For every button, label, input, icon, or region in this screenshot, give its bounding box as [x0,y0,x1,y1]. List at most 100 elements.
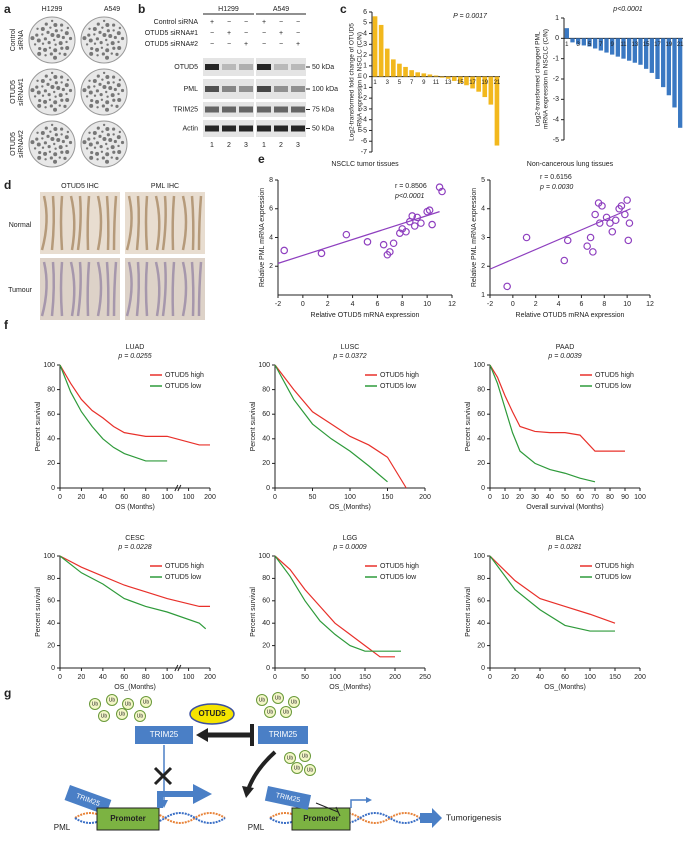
bar [470,76,475,89]
ub-label: Ub [125,701,132,707]
colony [33,95,37,98]
colony [64,135,69,140]
tissue [40,195,48,251]
colony [93,85,96,88]
trim25-box [135,726,193,744]
y-tick-label: 40 [262,620,270,627]
bar [678,38,683,128]
colony [40,79,45,84]
inhibition-line [315,802,339,813]
tissue [197,261,203,317]
tissue [112,261,118,317]
colony [53,100,58,105]
band [205,64,219,70]
ub-tag [122,698,134,710]
colony [112,133,115,136]
colony [106,81,110,85]
x-tick-label: 15 [457,80,464,86]
y-tick-label: -1 [553,56,559,63]
point [503,282,511,291]
y-tick-label: -4 [553,117,559,124]
x-tick-label: 80 [142,674,150,681]
y-tick-label: 0 [481,485,485,492]
colony [102,19,106,23]
trim25-tilted: TRIM25 [264,786,312,810]
legend-label: OTUD5 low [595,383,632,390]
colony [53,55,58,60]
colony [117,92,120,96]
ub-label: Ub [109,697,116,703]
legend-label: OTUD5 low [595,574,632,581]
x-tick-label: 10 [423,301,431,308]
point [386,248,394,256]
y-axis-label: Relative PML mRNA expression [259,188,266,287]
y-tick-label: 40 [47,620,55,627]
colony [98,30,102,34]
colony [64,83,69,88]
y-tick-label: 6 [269,206,273,213]
colony [44,22,48,26]
axis-break [174,664,182,672]
blot [256,79,306,99]
colony [36,90,41,95]
colony [36,79,39,82]
y-tick-label: 80 [477,386,485,393]
x-tick-label: 4 [557,301,561,308]
bar [378,24,384,77]
point [563,236,572,245]
ub-label: Ub [287,755,294,761]
bar [427,74,433,77]
tissue [105,261,110,317]
survival-curve [274,555,401,652]
y-tick-label: -1 [361,84,367,91]
x-tick-label: 100 [344,494,356,501]
x-tick-label: 8 [400,301,404,308]
colony [63,52,67,56]
colony [43,151,48,156]
colony [96,22,100,26]
x-tick-label: 17 [469,80,476,86]
survival-curve [59,555,207,630]
colony-plate [28,16,76,64]
otud5-ellipse [189,703,235,725]
colony [108,138,113,143]
chart-subtitle: p = 0.0039 [547,353,581,360]
ub-label: Ub [267,709,274,715]
panel-label: d [4,178,11,192]
colony [88,38,93,43]
colony [120,140,125,145]
colony [35,137,39,141]
survival-curve [274,364,407,489]
colony [40,131,45,136]
colony [101,52,105,56]
x-tick-label: 100 [183,494,195,501]
promoter-label: Promoter [110,814,146,823]
tissue [197,195,203,251]
point [595,219,604,227]
x-tick-label: 50 [309,494,317,501]
chart-title: P = 0.0017 [453,13,488,20]
bar [488,76,494,105]
y-tick-label: 3 [363,41,367,48]
band [291,106,305,113]
tissue [86,195,91,251]
y-tick-label: -3 [361,106,367,113]
colony [102,71,106,75]
colony [56,34,61,39]
point [623,196,631,204]
colony [102,123,106,127]
colony [101,130,104,133]
colony [38,46,42,51]
colony [68,88,73,93]
survival-curve [59,364,210,446]
band [205,86,219,92]
condition-label: OTUD5 siRNA#1 [145,30,198,37]
colony [110,41,115,46]
ub-label: Ub [307,767,314,773]
colony [49,156,53,160]
colony [85,43,89,46]
y-tick-label: -4 [361,117,367,124]
y-tick-label: 60 [262,411,270,418]
colony [96,54,99,57]
